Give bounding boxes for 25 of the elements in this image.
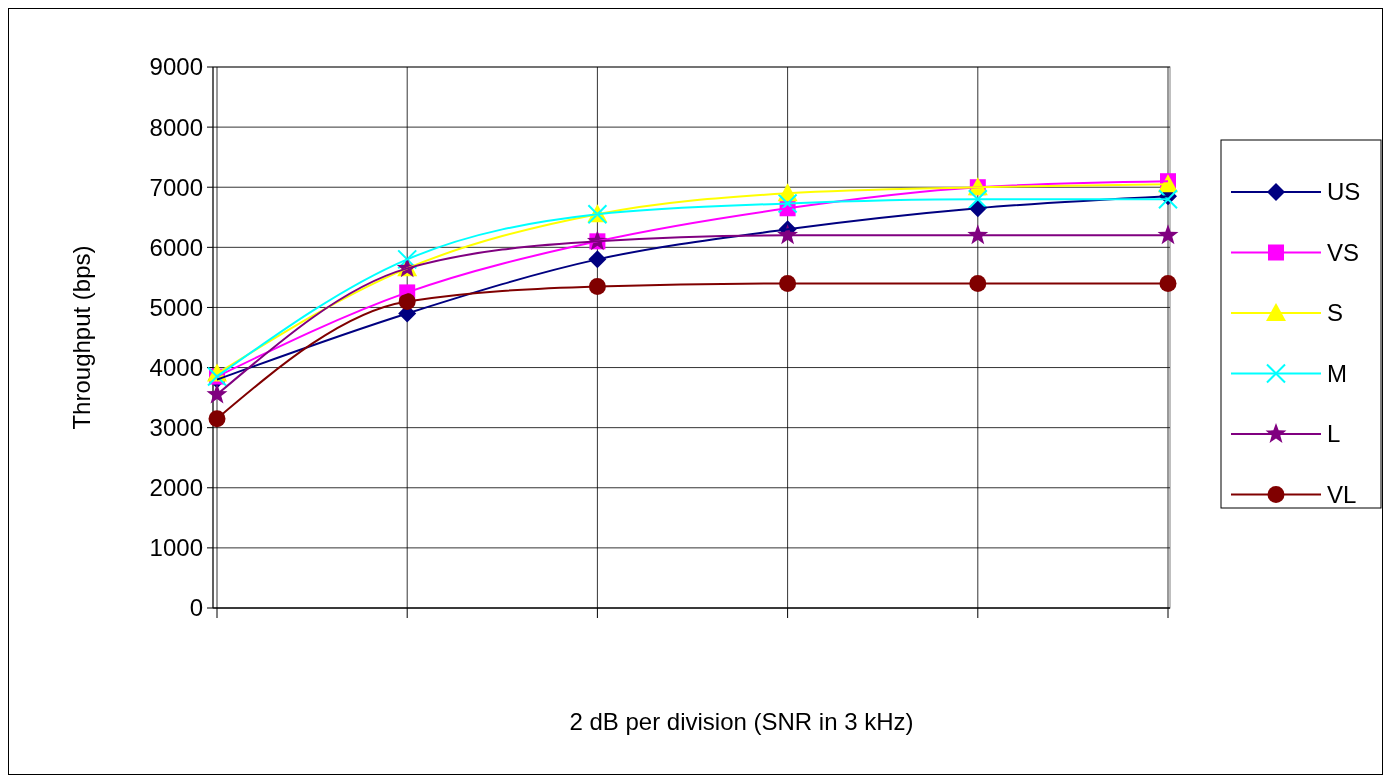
y-tick-label: 7000 [149,173,203,201]
point [967,189,988,210]
y-tick-label: 3000 [149,414,203,442]
y-tick-label: 1000 [149,534,203,562]
legend-label: L [1327,420,1341,448]
legend-label: US [1327,178,1361,206]
point [208,410,226,428]
y-axis-title: Throughput (bps) [68,245,95,430]
point [1157,224,1179,245]
y-tick-label: 5000 [149,293,203,321]
legend-label: VS [1327,238,1360,266]
legend-label: VL [1327,480,1357,508]
legend-label: S [1327,299,1344,327]
y-tick-label: 2000 [149,474,203,502]
point [777,193,798,214]
point [206,383,228,404]
legend-label: M [1327,359,1347,387]
point [1159,274,1177,292]
y-tick-label: 9000 [149,53,203,81]
x-axis-title: 2 dB per division (SNR in 3 kHz) [569,708,914,735]
point [1158,189,1178,210]
y-tick-label: 8000 [149,113,203,141]
y-tick-label: 6000 [149,233,203,261]
y-tick-label: 0 [189,594,203,622]
y-tick-label: 4000 [149,353,203,381]
